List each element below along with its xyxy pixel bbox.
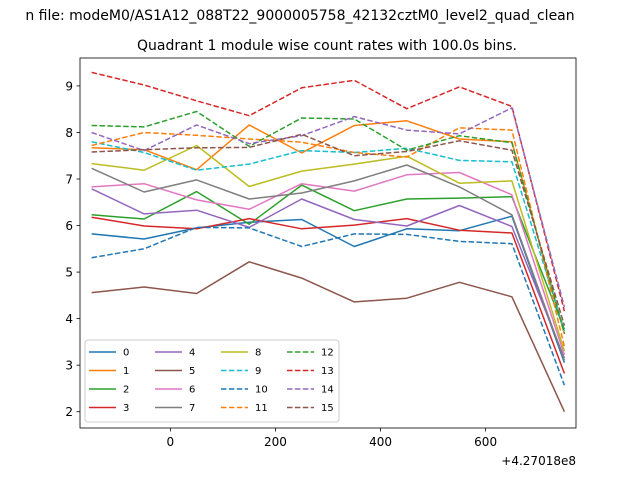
y-tick-label: 3 bbox=[65, 359, 73, 373]
legend-label-5: 5 bbox=[189, 366, 195, 377]
legend-label-10: 10 bbox=[255, 385, 268, 396]
legend-label-9: 9 bbox=[255, 366, 261, 377]
plot-frame bbox=[79, 57, 577, 429]
legend-label-7: 7 bbox=[189, 403, 195, 414]
x-tick-label: 400 bbox=[369, 435, 392, 449]
legend-label-13: 13 bbox=[321, 366, 334, 377]
series-line-5 bbox=[91, 261, 566, 413]
axes-group: 0 200 400 600 2 3 4 5 6 7 8 9 bbox=[65, 79, 497, 449]
legend-label-1: 1 bbox=[123, 366, 129, 377]
chart-file-title: n file: modeM0/AS1A12_088T22_9000005758_… bbox=[25, 8, 574, 24]
series-line-8 bbox=[91, 144, 566, 352]
series-group bbox=[91, 71, 566, 413]
legend-label-11: 11 bbox=[255, 403, 268, 414]
legend-label-0: 0 bbox=[123, 348, 129, 359]
series-line-0 bbox=[91, 215, 566, 364]
chart-title: Quadrant 1 module wise count rates with … bbox=[137, 38, 517, 54]
series-line-13 bbox=[91, 71, 566, 312]
series-line-6 bbox=[91, 171, 566, 356]
series-line-11 bbox=[91, 127, 566, 347]
series-line-7 bbox=[91, 164, 566, 361]
legend-box bbox=[84, 339, 340, 423]
legend-label-12: 12 bbox=[321, 348, 334, 359]
legend-label-4: 4 bbox=[189, 348, 195, 359]
y-tick-label: 8 bbox=[65, 126, 73, 140]
legend-label-14: 14 bbox=[321, 385, 334, 396]
legend-label-3: 3 bbox=[123, 403, 129, 414]
series-line-1 bbox=[91, 120, 566, 335]
y-tick-label: 6 bbox=[65, 219, 73, 233]
series-line-2 bbox=[91, 184, 566, 330]
y-tick-label: 2 bbox=[65, 405, 73, 419]
series-line-15 bbox=[91, 133, 566, 326]
x-offset-label: +4.27018e8 bbox=[501, 454, 576, 468]
y-tick-label: 5 bbox=[65, 266, 73, 280]
series-line-10 bbox=[91, 226, 566, 386]
x-tick-label: 200 bbox=[264, 435, 287, 449]
series-line-9 bbox=[91, 141, 566, 332]
y-tick-label: 7 bbox=[65, 173, 73, 187]
series-line-3 bbox=[91, 216, 566, 374]
y-tick-label: 4 bbox=[65, 312, 73, 326]
x-tick-label: 600 bbox=[474, 435, 497, 449]
y-tick-label: 9 bbox=[65, 79, 73, 93]
legend-label-2: 2 bbox=[123, 385, 129, 396]
series-line-14 bbox=[91, 107, 566, 308]
series-line-4 bbox=[91, 188, 566, 359]
x-tick-label: 0 bbox=[167, 435, 175, 449]
series-line-12 bbox=[91, 110, 566, 334]
legend-label-8: 8 bbox=[255, 348, 261, 359]
legend-label-6: 6 bbox=[189, 385, 195, 396]
legend-label-15: 15 bbox=[321, 403, 334, 414]
